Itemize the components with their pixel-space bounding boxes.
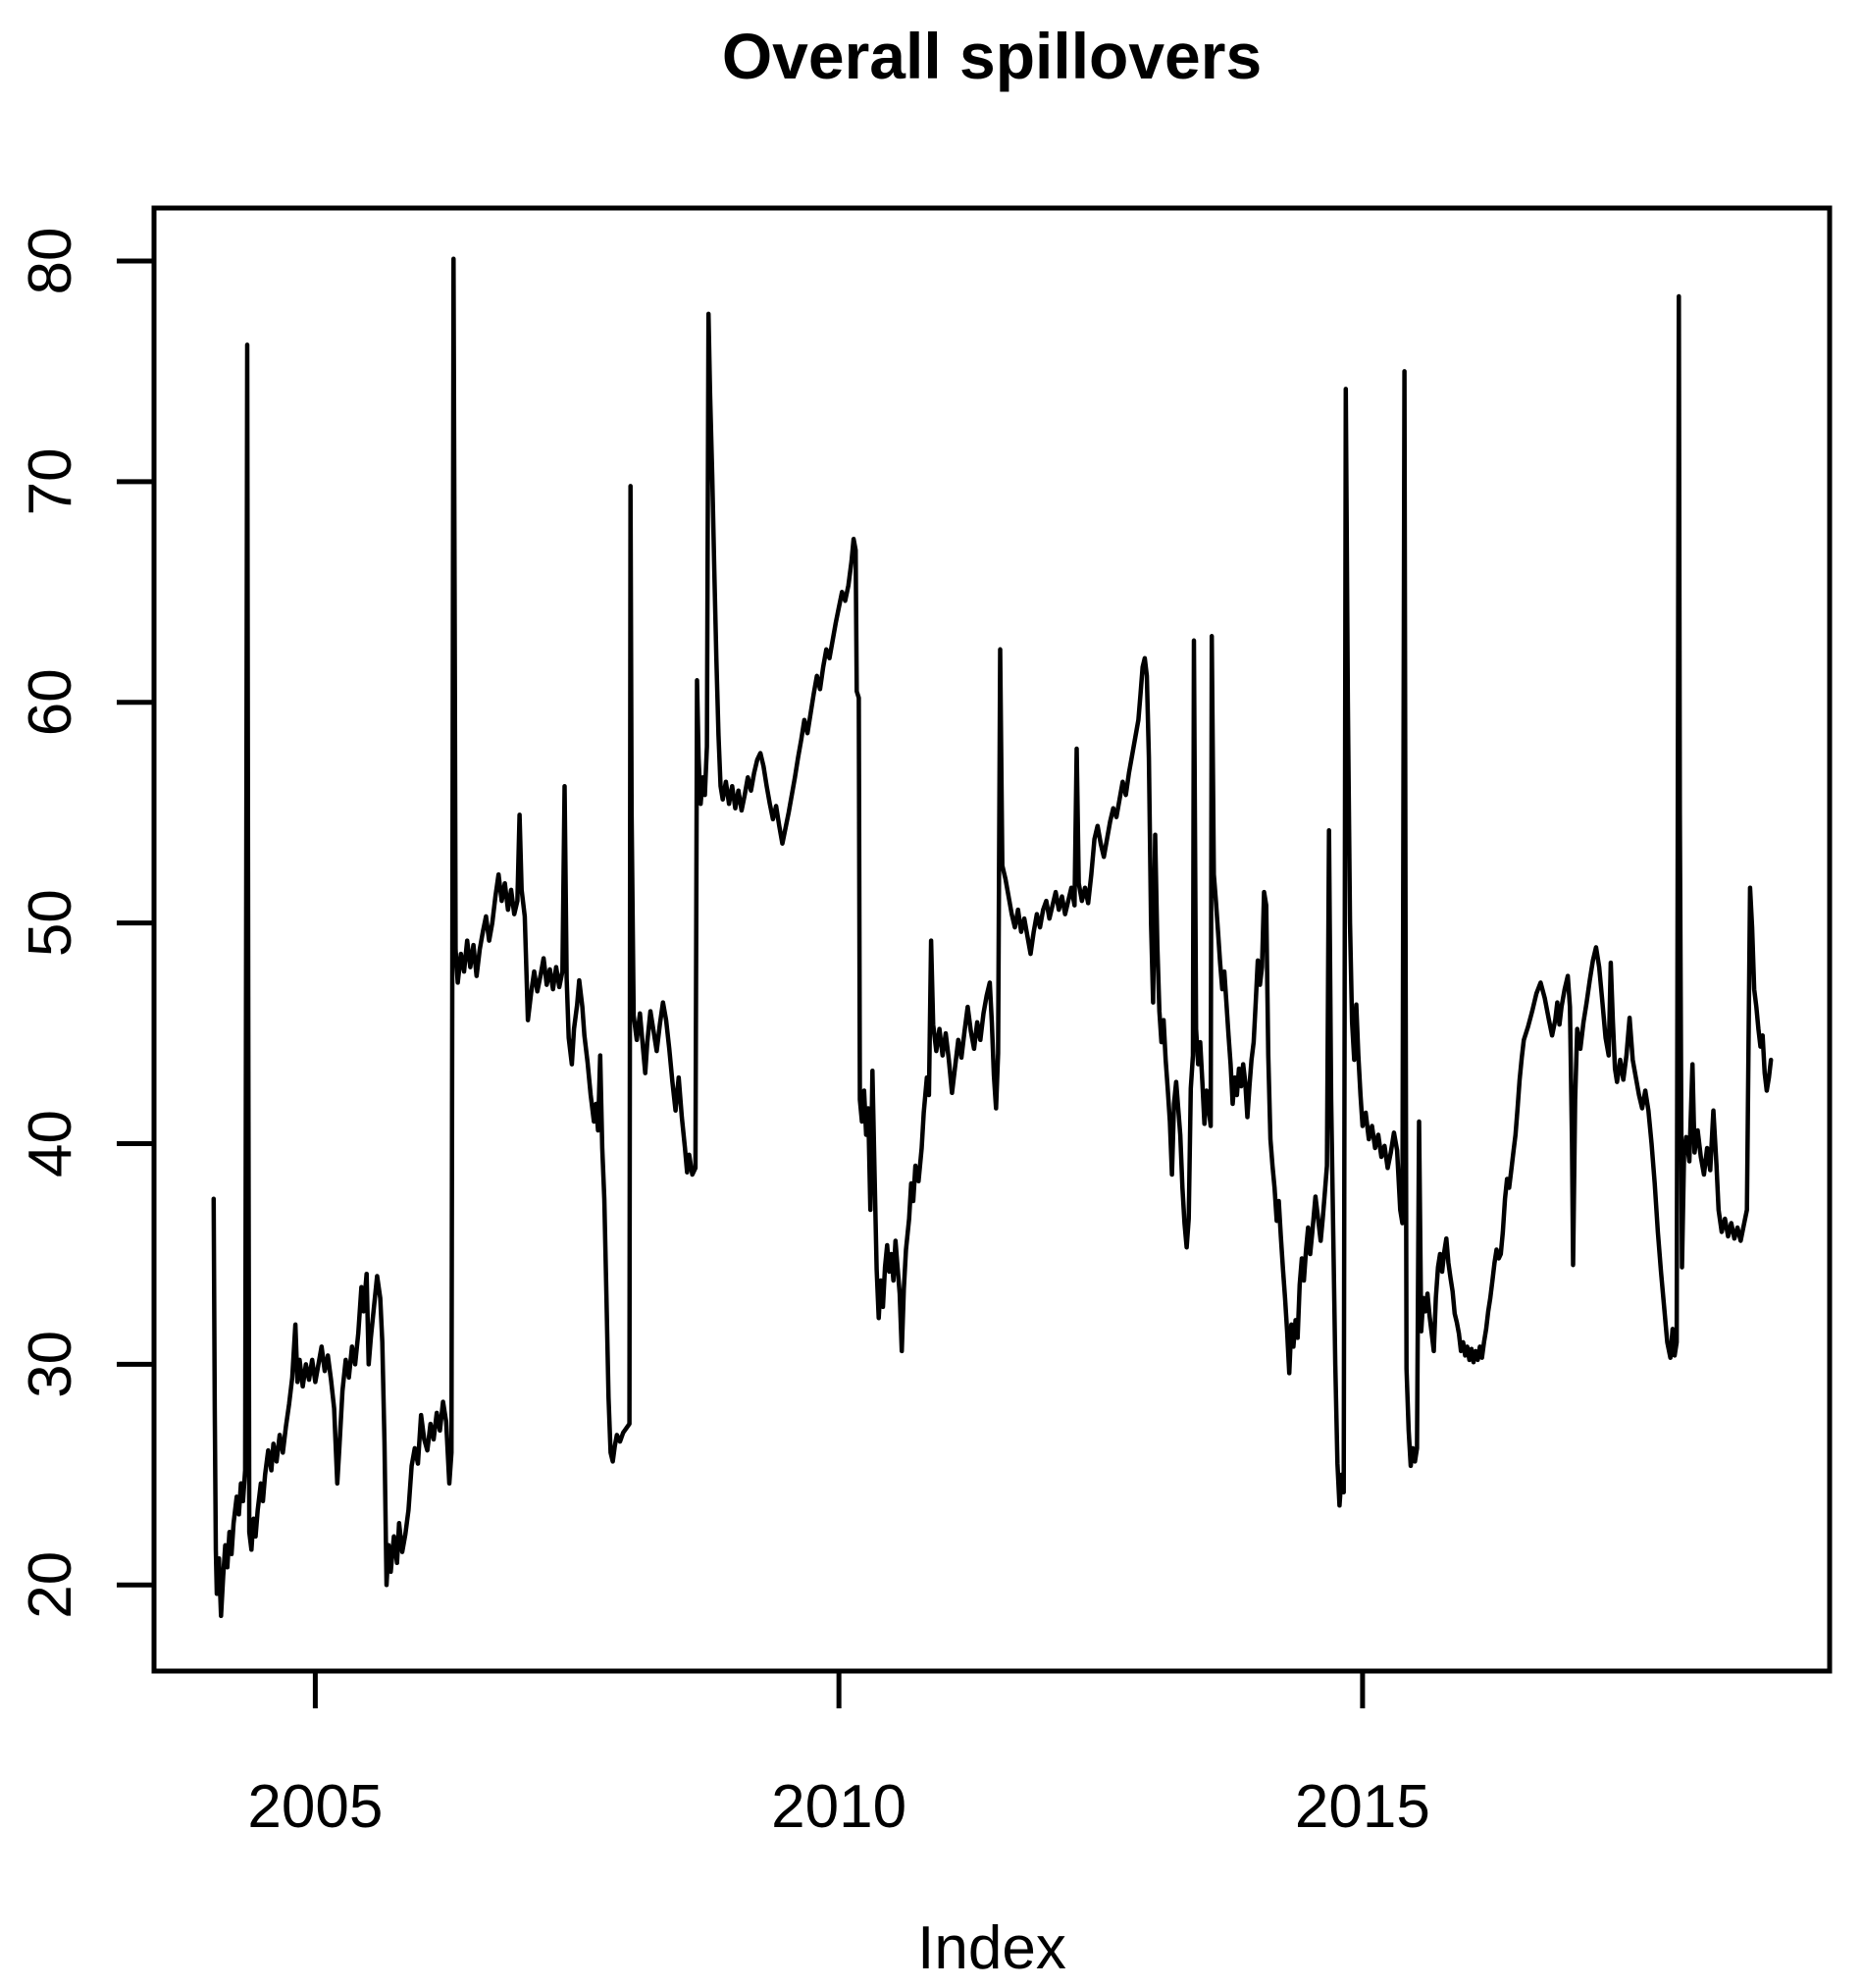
y-tick-label: 30 (17, 1331, 84, 1398)
y-tick-label: 40 (17, 1110, 84, 1177)
y-tick-label: 60 (17, 668, 84, 736)
axes: 2005 2010 2015 20 30 40 50 60 70 80 (17, 205, 1833, 1841)
y-tick-label: 80 (17, 227, 84, 294)
y-tick-label: 20 (17, 1551, 84, 1619)
x-tick-label: 2005 (247, 1773, 383, 1841)
y-tick-label: 70 (17, 447, 84, 515)
x-tick-label: 2015 (1295, 1773, 1430, 1841)
y-tick-label: 50 (17, 889, 84, 957)
x-axis-label: Index (917, 1914, 1066, 1982)
x-tick-label: 2010 (771, 1773, 906, 1841)
spillover-series-line (211, 256, 1774, 1619)
plot-frame (151, 205, 1833, 1674)
chart-title: Overall spillovers (722, 20, 1262, 92)
